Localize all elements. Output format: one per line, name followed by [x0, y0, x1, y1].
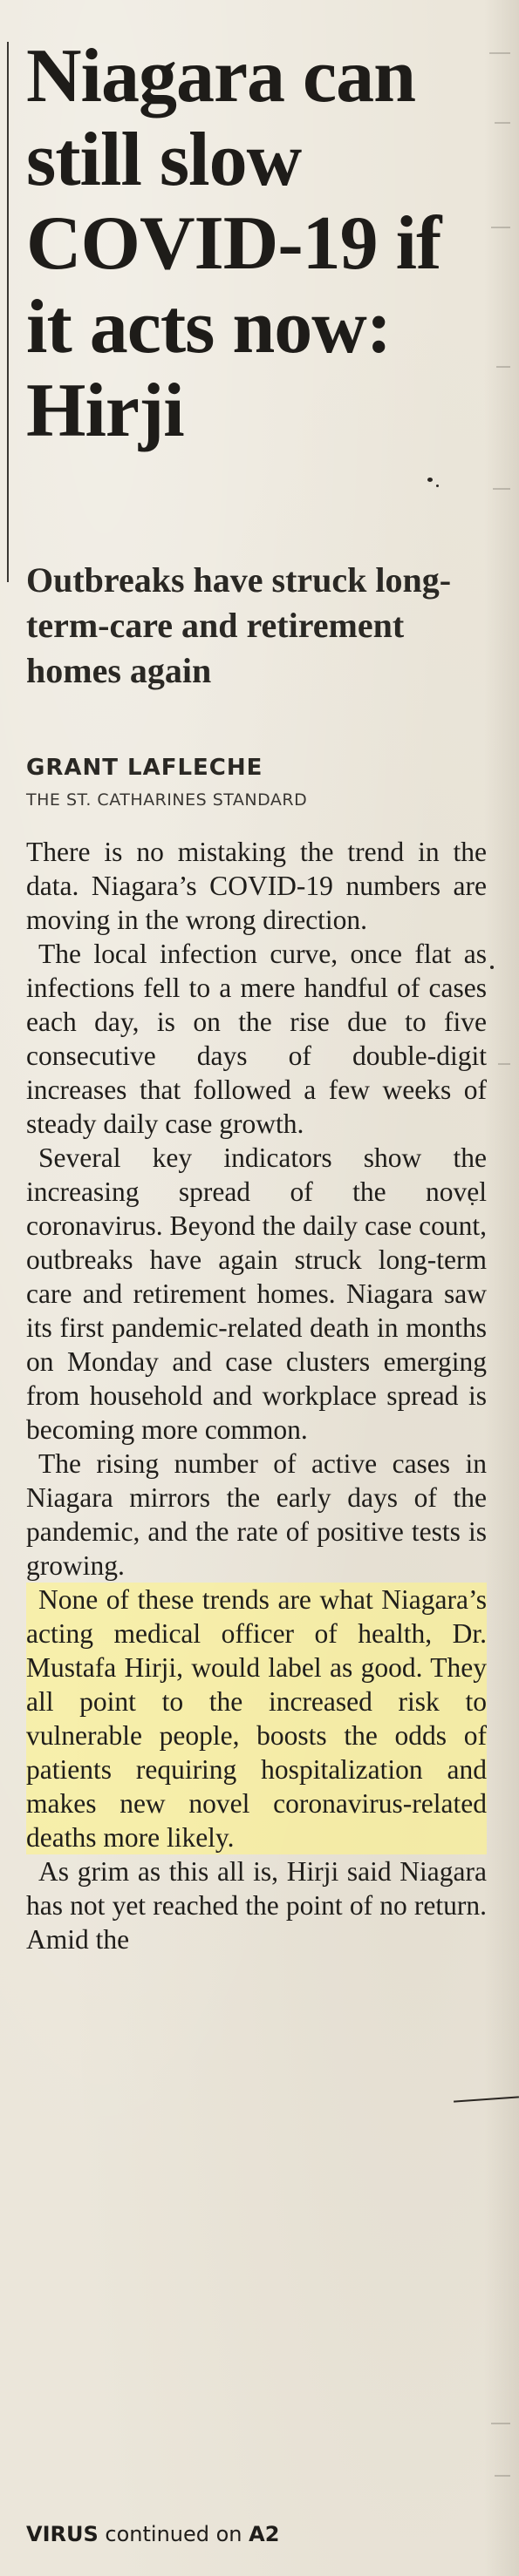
jump-keyword: VIRUS [26, 2522, 99, 2546]
body-paragraph: Several key indicators show the increasi… [26, 1142, 487, 1445]
ink-speck [427, 478, 433, 482]
body-paragraph-highlighted: None of these trends are what Niagara’s … [26, 1583, 487, 1854]
jump-page: A2 [249, 2522, 280, 2546]
byline-author: GRANT LAFLECHE [26, 755, 263, 781]
ink-speck [436, 485, 439, 487]
adjacent-column-bleed [484, 0, 519, 2576]
bleed-text-line [491, 227, 510, 228]
bleed-text-line [491, 2423, 510, 2424]
body-paragraph: As grim as this all is, Hirji said Niaga… [26, 1856, 487, 1955]
bleed-text-line [496, 366, 510, 368]
column-rule [7, 42, 9, 582]
body-paragraph: There is no mistaking the trend in the d… [26, 837, 487, 935]
article-deck: Outbreaks have struck long-term-care and… [26, 560, 452, 690]
bleed-text-line [495, 2475, 510, 2477]
ink-speck [490, 966, 494, 969]
bleed-text-line [495, 122, 510, 124]
bleed-text-line [489, 52, 510, 54]
jump-text: continued on [105, 2522, 242, 2546]
bleed-text-line [498, 1063, 510, 1065]
article-body: There is no mistaking the trend in the d… [26, 835, 487, 1956]
body-paragraph: The local infection curve, once flat as … [26, 939, 487, 1139]
byline-affiliation: THE ST. CATHARINES STANDARD [26, 790, 308, 810]
article-headline: Niagara can still slow COVID-19 if it ac… [26, 34, 441, 453]
bleed-text-line [493, 488, 510, 490]
ink-speck [471, 1203, 474, 1205]
continuation-line: VIRUS continued on A2 [26, 2522, 279, 2546]
body-paragraph: The rising number of active cases in Nia… [26, 1448, 487, 1581]
